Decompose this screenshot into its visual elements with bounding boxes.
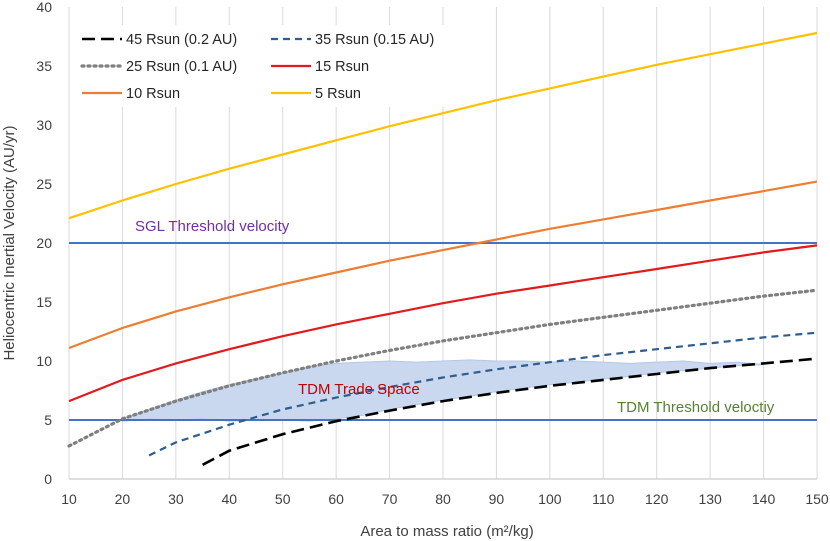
series-line-5 <box>68 31 818 220</box>
x-tick-label-140: 140 <box>752 491 776 507</box>
series-line-2 <box>67 288 819 448</box>
y-tick-label-40: 40 <box>36 0 52 15</box>
series-line-1 <box>148 331 818 457</box>
x-tick-label-130: 130 <box>698 491 722 507</box>
x-tick-label-30: 30 <box>168 491 184 507</box>
x-tick-label-110: 110 <box>592 491 615 507</box>
legend-label-0: 45 Rsun (0.2 AU) <box>126 32 237 48</box>
sgl-threshold-label: SGL Threshold velocity <box>135 218 290 235</box>
y-tick-label-20: 20 <box>36 235 52 251</box>
threshold-layer <box>69 242 817 421</box>
x-tick-label-100: 100 <box>538 491 562 507</box>
x-tick-label-80: 80 <box>435 491 451 507</box>
x-tick-label-90: 90 <box>489 491 505 507</box>
legend-label-5: 5 Rsun <box>315 86 361 102</box>
legend-label-2: 25 Rsun (0.1 AU) <box>126 59 237 75</box>
x-tick-label-150: 150 <box>805 491 829 507</box>
x-tick-label-40: 40 <box>221 491 237 507</box>
y-tick-label-35: 35 <box>36 58 52 74</box>
x-axis-title: Area to mass ratio (m²/kg) <box>360 523 533 540</box>
x-tick-label-60: 60 <box>328 491 344 507</box>
x-tick-label-50: 50 <box>275 491 291 507</box>
legend-label-3: 15 Rsun <box>315 59 369 75</box>
x-tick-label-10: 10 <box>61 491 77 507</box>
y-tick-label-30: 30 <box>36 117 52 133</box>
series-line-3 <box>68 244 818 403</box>
y-tick-label-25: 25 <box>36 176 52 192</box>
x-tick-label-120: 120 <box>645 491 669 507</box>
tdm-threshold-label: TDM Threshold veloctiy <box>617 399 775 416</box>
y-tick-label-5: 5 <box>44 412 52 428</box>
y-tick-label-10: 10 <box>36 353 52 369</box>
y-axis-title: Heliocentric Inertial Velocity (AU/yr) <box>1 125 18 360</box>
legend-label-1: 35 Rsun (0.15 AU) <box>315 32 434 48</box>
legend: 45 Rsun (0.2 AU) 35 Rsun (0.15 AU) 25 Rsun… <box>80 32 434 102</box>
y-tick-label-15: 15 <box>36 294 52 310</box>
legend-background <box>74 25 456 107</box>
tdm-trade-space-label: TDM Trade Space <box>298 381 420 398</box>
x-tick-label-20: 20 <box>115 491 131 507</box>
series-line-0 <box>201 357 818 466</box>
series-line-4 <box>68 180 818 350</box>
x-tick-label-70: 70 <box>382 491 398 507</box>
series-layer <box>67 31 819 466</box>
tick-layer: 10 20 30 40 50 60 70 80 90 100 110 120 130 140 150 0 5 10… <box>36 0 828 507</box>
legend-label-4: 10 Rsun <box>126 86 180 102</box>
y-tick-label-0: 0 <box>44 471 52 487</box>
